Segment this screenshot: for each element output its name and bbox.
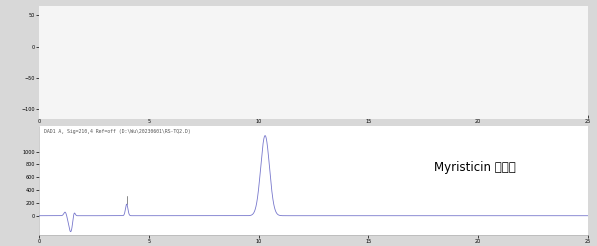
Text: Myristicin 표준액: Myristicin 표준액 (434, 161, 516, 174)
Text: DAD1 A, Sig=210,4 Ref=off (D:\Wu\20230601\7485-026.D): DAD1 A, Sig=210,4 Ref=off (D:\Wu\2023060… (44, 9, 196, 15)
Text: DAD1 A, Sig=210,4 Ref=off (D:\Wu\20230601\RS-TQ2.D): DAD1 A, Sig=210,4 Ref=off (D:\Wu\2023060… (44, 129, 191, 134)
Text: 육두구 분말 검액: 육두구 분말 검액 (473, 41, 529, 54)
